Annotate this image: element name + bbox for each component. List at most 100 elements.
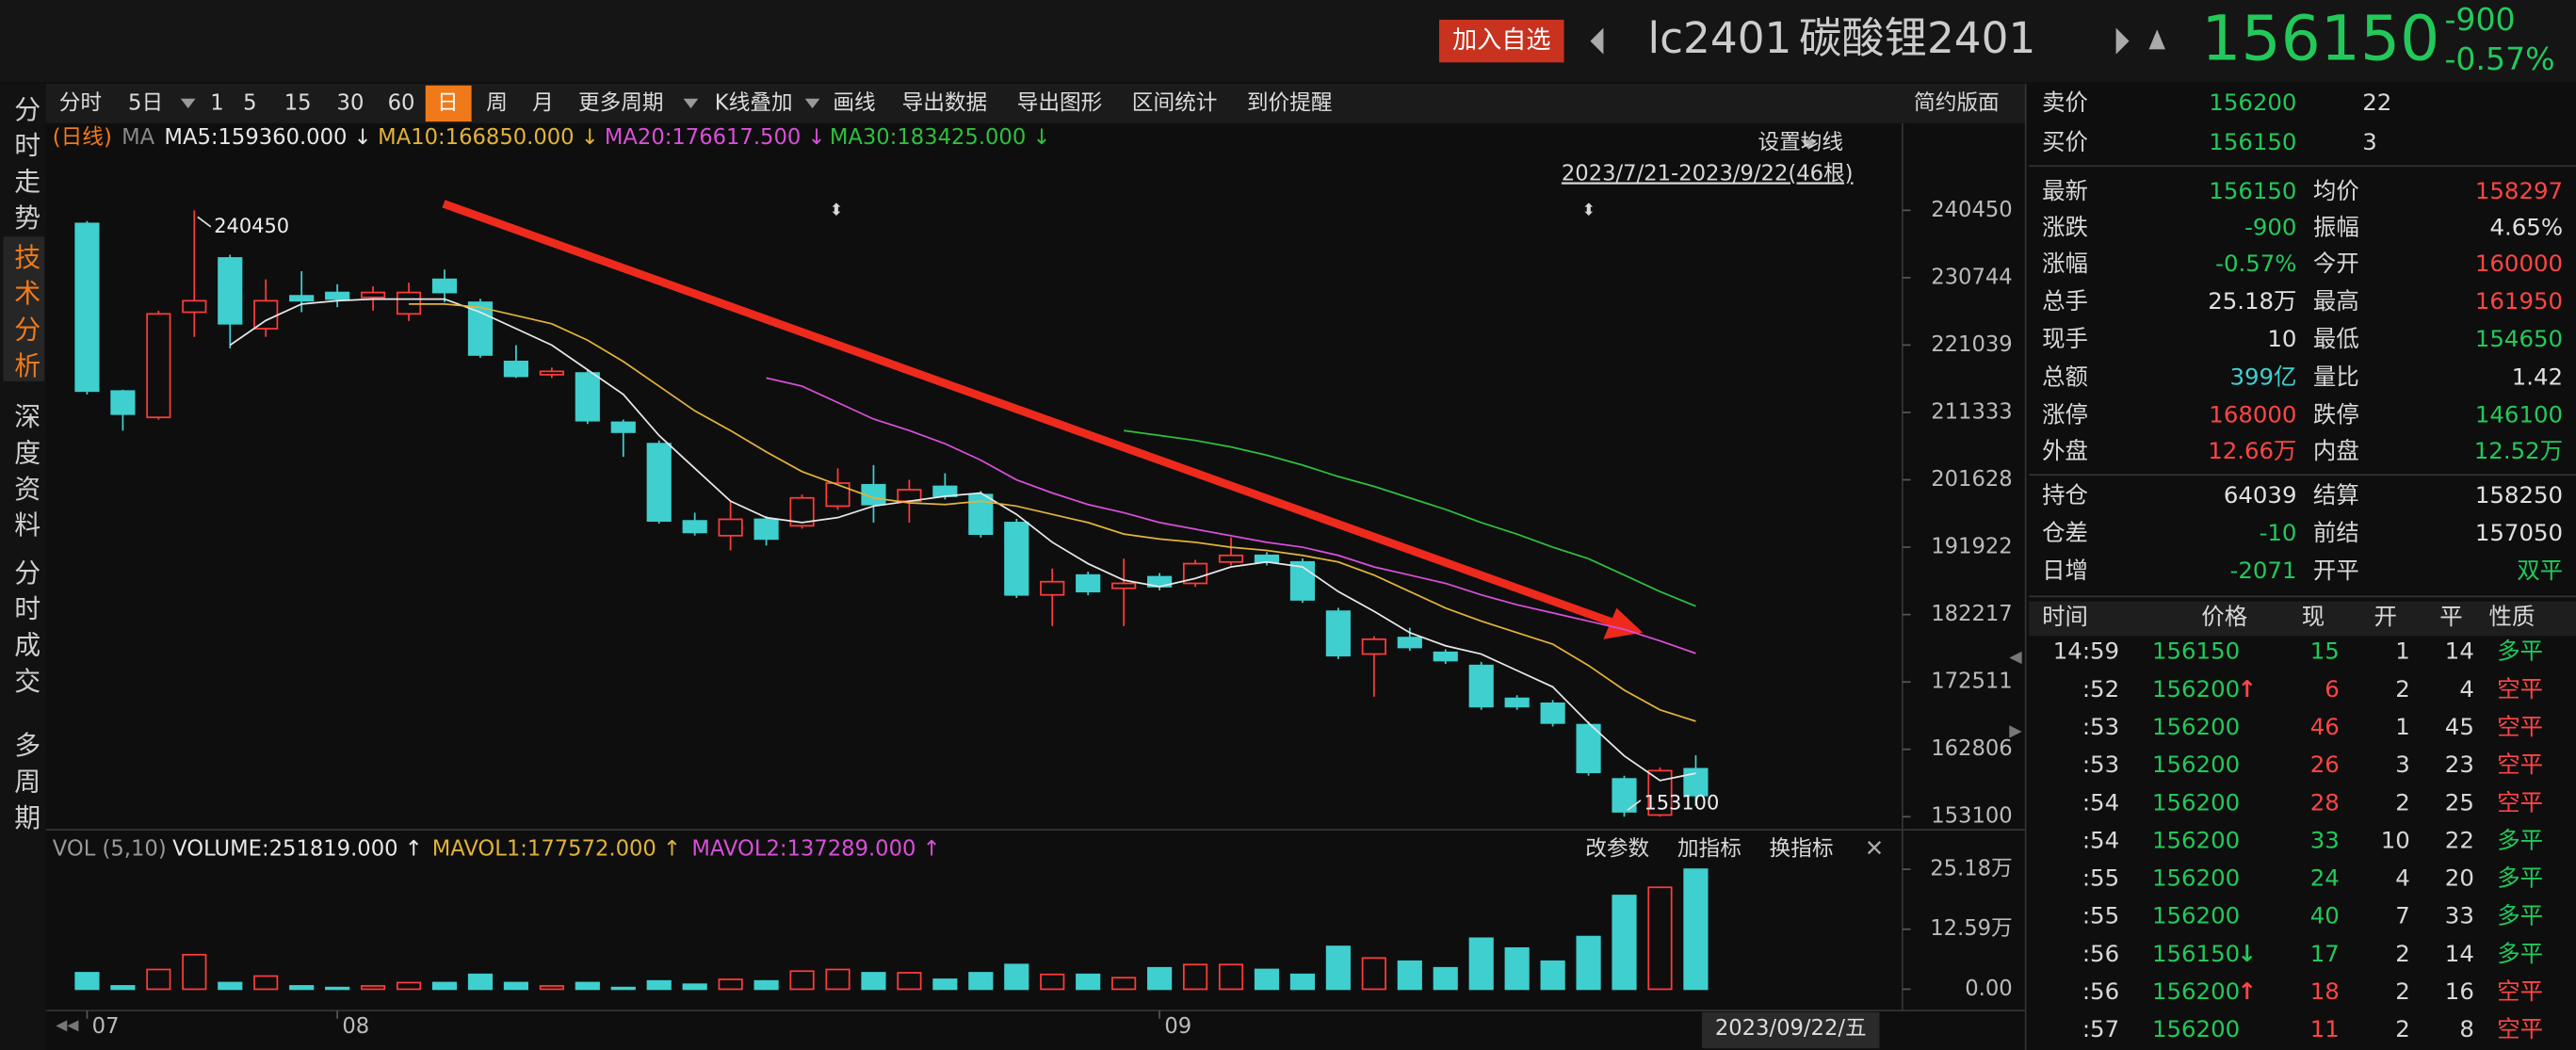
toolbar-item[interactable]: 30	[337, 90, 365, 115]
volume-bar	[1647, 886, 1673, 991]
toolbar-item[interactable]: 5	[243, 90, 256, 115]
side-tab[interactable]: 深度资料	[10, 403, 41, 548]
toolbar-item[interactable]: 区间统计	[1132, 90, 1218, 115]
trade-open: 1	[2395, 713, 2410, 740]
volume-bar	[1004, 963, 1029, 991]
prev-arrow[interactable]	[1590, 27, 1604, 55]
trade-nature: 空平	[2497, 1015, 2543, 1042]
stat-value: 157050	[2475, 519, 2563, 546]
toolbar-item[interactable]: 15	[284, 90, 312, 115]
dropdown-icon[interactable]	[1800, 139, 1818, 150]
stat-value: 25.18万	[2208, 287, 2296, 315]
side-tab[interactable]: 技术分析	[10, 243, 41, 388]
dropdown-icon[interactable]	[804, 98, 820, 109]
trade-close: 22	[2445, 826, 2474, 853]
add-button-bg[interactable]	[1438, 19, 1564, 63]
stat-label: 前结	[2313, 519, 2359, 546]
volume-bar	[682, 983, 707, 991]
toolbar-item[interactable]: K线叠加	[715, 90, 793, 115]
dropdown-icon[interactable]	[683, 98, 699, 109]
side-tab[interactable]: 分时走势	[10, 95, 41, 240]
toolbar-item[interactable]: 60	[388, 90, 415, 115]
toolbar-item[interactable]: 画线	[833, 90, 875, 115]
candle-body	[289, 295, 315, 302]
trade-close: 23	[2445, 751, 2474, 778]
y-tick-label: 153100	[1931, 804, 2012, 829]
indicator-button[interactable]: 加指标	[1677, 837, 1742, 862]
trade-time: :57	[2082, 1015, 2119, 1042]
vol-title: VOL (5,10)	[53, 837, 167, 862]
toolbar-item[interactable]: 到价提醒	[1247, 90, 1333, 115]
toolbar-item[interactable]: 1	[210, 90, 223, 115]
toolbar-item[interactable]: 导出数据	[902, 90, 988, 115]
stat-label: 今开	[2313, 250, 2359, 277]
indicator-button[interactable]: 换指标	[1770, 837, 1834, 862]
trade-now: 28	[2310, 788, 2340, 816]
trade-close: 14	[2445, 638, 2474, 665]
volume-bar	[539, 985, 564, 991]
toolbar-item[interactable]: 导出图形	[1017, 90, 1103, 115]
volume-bar	[1361, 957, 1386, 991]
candle-body	[218, 257, 243, 325]
toolbar-item[interactable]: 日	[437, 90, 459, 115]
toolbar-item[interactable]: 更多周期	[578, 90, 664, 115]
side-tab[interactable]: 多周期	[10, 731, 41, 840]
trade-time: :54	[2082, 826, 2119, 853]
trade-arrow: ↑	[2238, 675, 2257, 703]
side-tab[interactable]: 分时成交	[10, 558, 41, 703]
vol-legend: MAVOL1:177572.000 ↑	[432, 837, 681, 862]
layout-button[interactable]: 简约版面	[1914, 90, 2000, 115]
add-button[interactable]: 加入自选	[1452, 26, 1551, 55]
trade-price: 156200	[2152, 826, 2240, 853]
toolbar-item[interactable]: 分时	[59, 90, 102, 115]
candle-body	[1040, 580, 1065, 596]
bell-icon[interactable]	[2148, 29, 2165, 50]
toolbar-item[interactable]: 月	[532, 90, 554, 115]
volume-bar	[789, 970, 815, 991]
stat-value: 12.66万	[2208, 437, 2296, 464]
stat-label: 持仓	[2042, 481, 2088, 509]
volume-bar	[1254, 968, 1280, 991]
trade-time: :55	[2082, 902, 2119, 929]
stat-label: 外盘	[2042, 437, 2088, 464]
trade-open: 2	[2395, 977, 2410, 1005]
volume-bar	[1504, 946, 1530, 991]
scroll-icon[interactable]: ▶	[2009, 721, 2022, 740]
toolbar-item[interactable]: 周	[486, 90, 508, 115]
trade-time: :53	[2082, 751, 2119, 778]
scroll-left[interactable]: ◀◀	[56, 1015, 79, 1033]
candle-body	[718, 518, 743, 537]
trade-open: 2	[2395, 788, 2410, 816]
scroll-icon[interactable]: ◀	[2009, 648, 2022, 667]
trade-price: 156150	[2152, 638, 2240, 665]
trade-open: 7	[2395, 902, 2410, 929]
trade-price: 156200	[2152, 675, 2240, 703]
trade-arrow: ↓	[2238, 940, 2257, 967]
volume-bar	[1397, 960, 1422, 991]
stat-value: 160000	[2475, 250, 2563, 277]
volume-bar	[610, 986, 636, 991]
ma-legend: MA10:166850.000 ↓	[378, 125, 599, 150]
candle-body	[861, 483, 886, 506]
stat-label: 日增	[2042, 557, 2088, 584]
candle-body	[1111, 582, 1137, 590]
trade-time: :53	[2082, 713, 2119, 740]
volume-bar	[289, 985, 315, 991]
stat-value: 158250	[2475, 481, 2563, 509]
dropdown-icon[interactable]	[180, 98, 196, 109]
stat-value: 156150	[2209, 177, 2296, 204]
set-ma[interactable]: 设置均线	[1758, 130, 1843, 154]
contract-name: 碳酸锂2401	[1799, 13, 2035, 63]
volume-bar	[503, 981, 528, 991]
y-tick-label: 191922	[1931, 535, 2012, 559]
trade-now: 40	[2310, 902, 2340, 929]
toolbar-item[interactable]: 5日	[128, 90, 163, 115]
indicator-button[interactable]: 改参数	[1585, 837, 1649, 862]
next-arrow[interactable]	[2115, 27, 2130, 55]
trade-now: 46	[2310, 713, 2340, 740]
range-label[interactable]: 2023/7/21-2023/9/22(46根)	[1562, 161, 1854, 186]
candle-body	[146, 313, 171, 419]
volume-bar	[1683, 868, 1709, 991]
close-icon[interactable]: ✕	[1865, 834, 1884, 862]
